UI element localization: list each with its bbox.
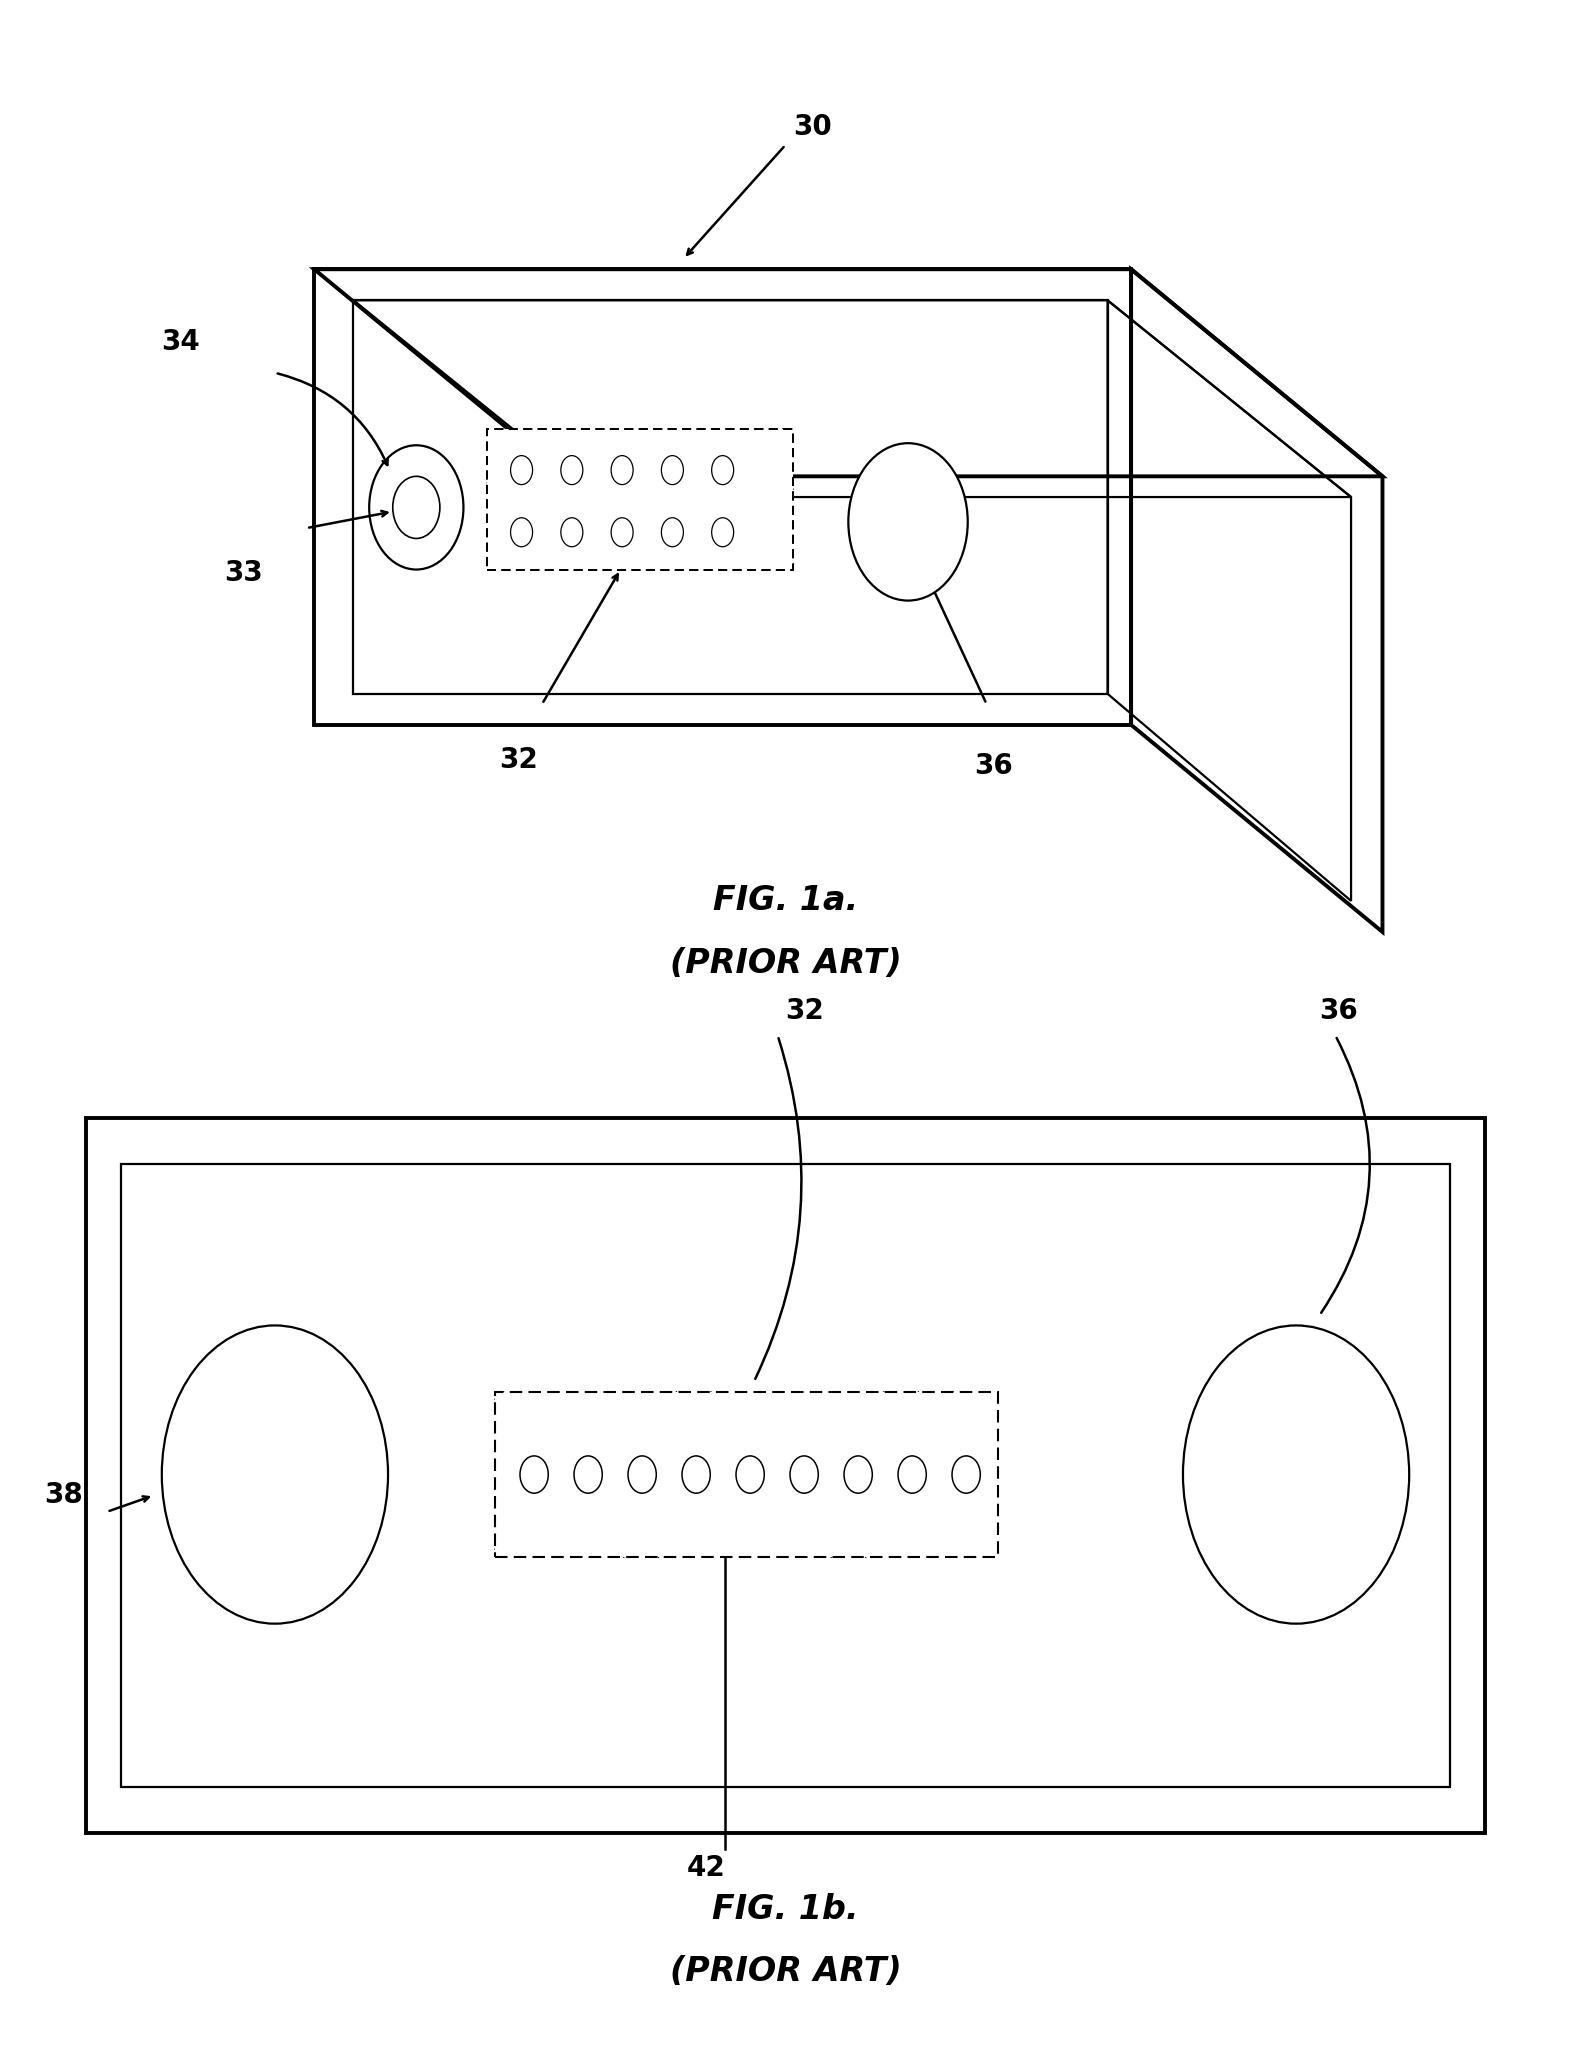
Text: (PRIOR ART): (PRIOR ART) bbox=[669, 1955, 902, 1988]
Circle shape bbox=[682, 1456, 710, 1493]
Circle shape bbox=[511, 518, 533, 547]
Text: 42: 42 bbox=[687, 1854, 726, 1883]
Text: 33: 33 bbox=[225, 559, 262, 588]
Circle shape bbox=[369, 445, 463, 570]
Text: 32: 32 bbox=[500, 746, 537, 775]
Text: FIG. 1a.: FIG. 1a. bbox=[713, 884, 858, 917]
Circle shape bbox=[661, 518, 683, 547]
Circle shape bbox=[952, 1456, 980, 1493]
Circle shape bbox=[628, 1456, 657, 1493]
Circle shape bbox=[735, 1456, 764, 1493]
Text: 32: 32 bbox=[786, 996, 825, 1025]
Circle shape bbox=[573, 1456, 602, 1493]
Circle shape bbox=[848, 443, 968, 601]
Circle shape bbox=[844, 1456, 872, 1493]
Text: 36: 36 bbox=[1320, 996, 1359, 1025]
Text: 36: 36 bbox=[974, 752, 1013, 781]
Circle shape bbox=[393, 476, 440, 538]
Text: 34: 34 bbox=[162, 327, 200, 356]
Bar bbox=[86, 1118, 1485, 1833]
Text: (PRIOR ART): (PRIOR ART) bbox=[669, 946, 902, 980]
Circle shape bbox=[520, 1456, 548, 1493]
Text: FIG. 1b.: FIG. 1b. bbox=[712, 1893, 859, 1926]
Circle shape bbox=[661, 456, 683, 485]
Circle shape bbox=[511, 456, 533, 485]
Circle shape bbox=[899, 1456, 927, 1493]
Circle shape bbox=[561, 518, 583, 547]
Text: 38: 38 bbox=[44, 1481, 83, 1510]
Bar bbox=[487, 429, 793, 570]
Bar bbox=[495, 1392, 998, 1557]
Bar bbox=[487, 429, 793, 570]
Circle shape bbox=[790, 1456, 818, 1493]
Circle shape bbox=[561, 456, 583, 485]
Text: 30: 30 bbox=[793, 112, 833, 141]
Circle shape bbox=[611, 456, 633, 485]
Circle shape bbox=[712, 518, 734, 547]
Bar bbox=[495, 1392, 998, 1557]
Circle shape bbox=[611, 518, 633, 547]
Circle shape bbox=[712, 456, 734, 485]
Bar bbox=[121, 1164, 1450, 1787]
